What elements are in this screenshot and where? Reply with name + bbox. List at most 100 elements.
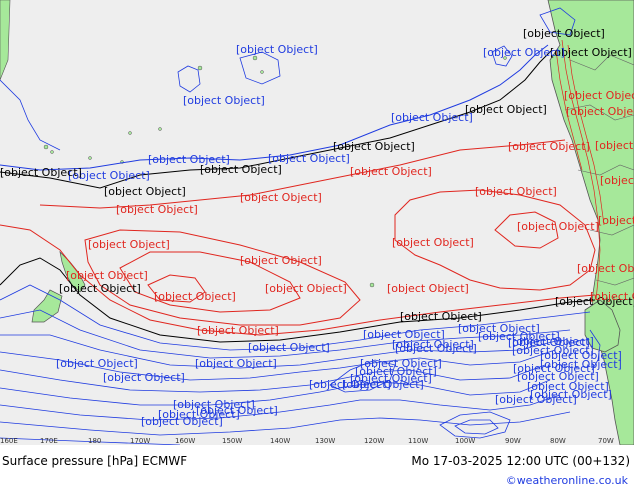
lon-tick-label: 120W (364, 437, 384, 445)
isobars-southern-lows (0, 284, 601, 445)
isobar-label: [object Object] (555, 295, 634, 308)
lon-tick-label: 110W (408, 437, 428, 445)
isobar-label: [object Object] (483, 46, 565, 59)
isobar-label: [object Object] (197, 324, 279, 337)
isobar-label: [object Object] (595, 139, 634, 152)
isobar-label: [object Object] (513, 362, 595, 375)
pressure-map: 160E 170E 180 170W 160W 150W 140W 130W 1… (0, 0, 634, 445)
longitude-axis: 160E 170E 180 170W 160W 150W 140W 130W 1… (0, 437, 614, 445)
isobar-label: [object Object] (512, 335, 594, 348)
isobar-label: [object Object] (598, 214, 634, 227)
isobar-label: [object Object] (248, 341, 330, 354)
isobar-label: [object Object] (158, 408, 240, 421)
isobar-label: [object Object] (183, 94, 265, 107)
isobar-label: [object Object] (508, 336, 590, 349)
country-borders (564, 54, 634, 286)
isobar-label: [object Object] (391, 111, 473, 124)
lon-tick-label: 180 (88, 437, 101, 445)
patagonia-landmass (584, 299, 621, 353)
isobar-1016-south (0, 224, 596, 336)
isobar-1012-north (0, 44, 549, 171)
isobar-label: [object Object] (200, 163, 282, 176)
isobar-label: [object Object] (387, 282, 469, 295)
lon-tick-label: 170E (40, 437, 58, 445)
isobar-label: [object Object] (590, 290, 634, 303)
isobar-label: [object Object] (517, 370, 599, 383)
isobar-label: [object Object] (116, 203, 198, 216)
isobar-label: [object Object] (68, 169, 150, 182)
isobar-label: [object Object] (0, 166, 82, 179)
isobar-label: [object Object] (104, 185, 186, 198)
isobar-1013-south (0, 257, 596, 343)
isobar-label: [object Object] (350, 165, 432, 178)
lon-tick-label: 160E (0, 437, 18, 445)
isobar-label: [object Object] (350, 372, 432, 385)
isobar-label: [object Object] (268, 152, 350, 165)
isobar-label: [object Object] (600, 174, 634, 187)
isobar-label: [object Object] (196, 404, 278, 417)
isobar-label: [object Object] (495, 393, 577, 406)
isobar-label: [object Object] (465, 103, 547, 116)
isobar-label: [object Object] (173, 398, 255, 411)
lon-tick-label: 90W (505, 437, 521, 445)
isobar-label: [object Object] (475, 185, 557, 198)
lon-tick-label: 70W (598, 437, 614, 445)
isobar-1013-north (0, 49, 553, 189)
valid-time: Mo 17-03-2025 12:00 UTC (00+132) (411, 454, 630, 468)
isobar-label: [object Object] (523, 27, 605, 40)
map-footer: Surface pressure [hPa] ECMWF Mo 17-03-20… (0, 445, 634, 490)
isobar-label: [object Object] (478, 330, 560, 343)
isobar-label: [object Object] (265, 282, 347, 295)
isobar-label: [object Object] (56, 357, 138, 370)
lon-tick-label: 170W (130, 437, 150, 445)
isobar-1024-east (494, 211, 559, 249)
isobar-label: [object Object] (530, 388, 612, 401)
pacific-islands (43, 55, 507, 288)
isobar-label: [object Object] (363, 328, 445, 341)
isobar-1028-west (147, 274, 206, 303)
isobar-label: [object Object] (527, 380, 609, 393)
isobar-label: [object Object] (392, 338, 474, 351)
isobar-label: [object Object] (342, 378, 424, 391)
isobar-label: [object Object] (395, 342, 477, 355)
lon-tick-label: 160W (175, 437, 195, 445)
isobar-label: [object Object] (564, 89, 634, 102)
isobar-1020-west (84, 229, 361, 326)
isobar-label: [object Object] (59, 282, 141, 295)
new-zealand-south (31, 289, 63, 323)
isobar-label: [object Object] (508, 140, 590, 153)
isobar-label: [object Object] (458, 322, 540, 335)
isobar-label: [object Object] (240, 254, 322, 267)
isobar-label: [object Object] (309, 378, 391, 391)
isobar-label: [object Object] (240, 191, 322, 204)
isobar-1016-north (39, 139, 566, 209)
lon-tick-label: 100W (455, 437, 475, 445)
isobar-labels: [object Object] [object Object] [object … (0, 27, 634, 428)
isobar-label: [object Object] (236, 43, 318, 56)
isobar-label: [object Object] (577, 262, 634, 275)
isobar-1020-east (394, 189, 596, 291)
lon-tick-label: 130W (315, 437, 335, 445)
lon-tick-label: 80W (550, 437, 566, 445)
isobar-label: [object Object] (141, 415, 223, 428)
isobar-label: [object Object] (195, 357, 277, 370)
isobar-label: [object Object] (540, 358, 622, 371)
credit-link[interactable]: ©weatheronline.co.uk (505, 474, 628, 487)
lon-tick-label: 150W (222, 437, 242, 445)
isobar-label: [object Object] (88, 238, 170, 251)
lon-tick-label: 140W (270, 437, 290, 445)
isobar-label: [object Object] (550, 46, 632, 59)
isobar-label: [object Object] (103, 371, 185, 384)
australia-edge (0, 0, 11, 81)
small-blue-isobars (0, 7, 576, 151)
isobar-label: [object Object] (512, 344, 594, 357)
andes-relief (555, 39, 605, 301)
isobar-label: [object Object] (360, 357, 442, 370)
map-title: Surface pressure [hPa] ECMWF (2, 454, 188, 468)
isobar-label: [object Object] (333, 140, 415, 153)
isobar-label: [object Object] (66, 269, 148, 282)
isobar-label: [object Object] (392, 236, 474, 249)
isobar-label: [object Object] (566, 105, 634, 118)
isobar-label: [object Object] (154, 290, 236, 303)
